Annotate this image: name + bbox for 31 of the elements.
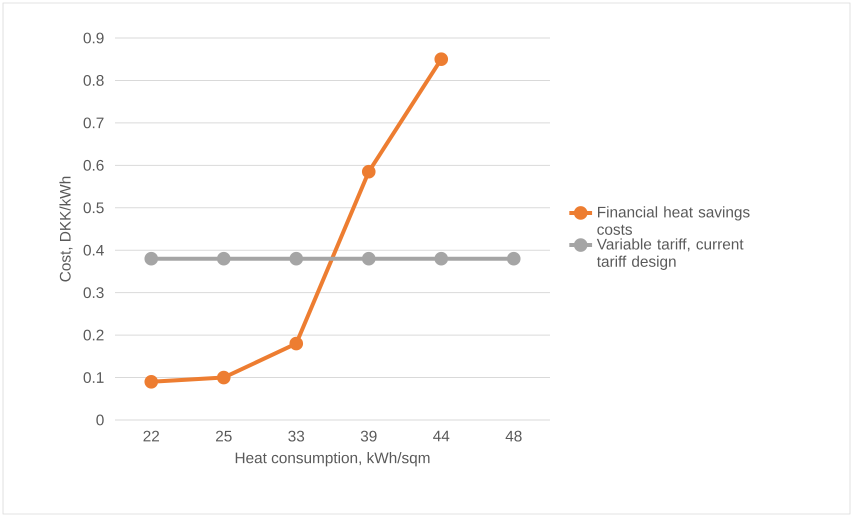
point xyxy=(506,252,521,266)
x-axis-title: Heat consumption, kWh/sqm xyxy=(236,452,430,466)
point xyxy=(434,252,448,266)
legend-label: Financial heat savings costs xyxy=(597,206,750,235)
x-tick-label: 33 xyxy=(288,430,304,442)
point xyxy=(144,252,158,266)
point xyxy=(144,374,158,389)
point xyxy=(362,164,376,178)
y-axis-title: Cost, DKK/kWh xyxy=(59,176,72,282)
x-tick-label: 48 xyxy=(506,430,522,442)
y-tick-label: 0.9 xyxy=(84,32,104,44)
point xyxy=(216,370,231,384)
x-tick-label: 44 xyxy=(433,430,450,442)
y-tick-label: 0.4 xyxy=(84,244,104,256)
x-tick-label: 25 xyxy=(216,430,232,442)
point xyxy=(362,252,376,266)
x-tick-label: 22 xyxy=(144,430,160,442)
y-tick-label: 0.2 xyxy=(84,330,104,341)
point xyxy=(289,252,304,266)
point xyxy=(216,252,231,266)
point xyxy=(434,52,448,66)
y-tick-label: 0 xyxy=(96,414,104,426)
y-tick-label: 0.7 xyxy=(84,117,104,128)
x-tick-label: 39 xyxy=(360,430,377,442)
y-tick-label: 0.6 xyxy=(84,160,104,171)
y-tick-label: 0.3 xyxy=(84,287,104,298)
legend-label: Variable tariff, current tariff design xyxy=(596,238,744,270)
y-tick-label: 0.8 xyxy=(84,75,104,86)
point xyxy=(289,336,304,350)
y-tick-label: 0.5 xyxy=(84,202,104,214)
y-tick-label: 0.1 xyxy=(84,372,104,383)
